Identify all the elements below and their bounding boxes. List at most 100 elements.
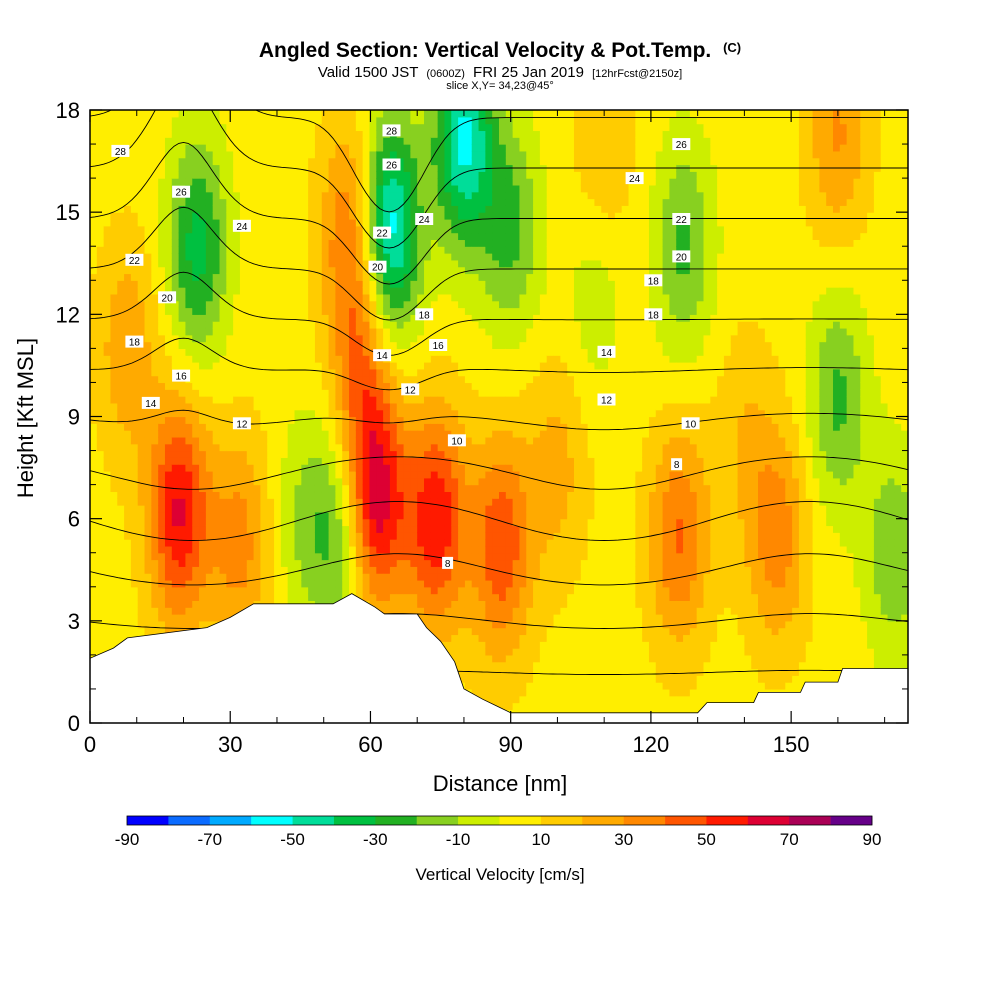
heatmap-cell: [314, 259, 323, 268]
heatmap-cell: [458, 327, 466, 336]
heatmap-cell: [137, 600, 146, 608]
heatmap-cell: [321, 212, 330, 220]
heatmap-cell: [158, 157, 166, 166]
heatmap-cell: [464, 614, 473, 622]
heatmap-cell: [383, 171, 391, 179]
heatmap-cell: [355, 450, 364, 458]
heatmap-cell: [437, 171, 446, 179]
heatmap-cell: [164, 259, 173, 268]
heatmap-cell: [458, 620, 466, 629]
heatmap-cell: [124, 409, 132, 418]
heatmap-cell: [171, 539, 180, 547]
heatmap-cell: [355, 198, 364, 206]
heatmap-cell: [274, 443, 282, 452]
heatmap-cell: [233, 287, 241, 295]
heatmap-cell: [171, 123, 180, 132]
heatmap-cell: [410, 259, 418, 268]
heatmap-cell: [199, 586, 207, 595]
heatmap-cell: [464, 627, 473, 636]
heatmap-cell: [430, 382, 439, 390]
heatmap-cell: [110, 110, 118, 118]
heatmap-cell: [424, 518, 432, 527]
heatmap-cell: [335, 532, 343, 540]
heatmap-cell: [130, 396, 139, 404]
heatmap-cell: [178, 545, 187, 554]
heatmap-cell: [314, 225, 323, 234]
heatmap-cell: [342, 246, 350, 254]
heatmap-cell: [164, 225, 173, 234]
heatmap-cell: [130, 545, 139, 554]
heatmap-cell: [308, 450, 316, 458]
heatmap-cell: [117, 579, 125, 588]
heatmap-cell: [199, 184, 207, 193]
heatmap-cell: [185, 545, 193, 554]
heatmap-cell: [103, 341, 112, 349]
heatmap-cell: [274, 212, 282, 220]
heatmap-cell: [444, 171, 452, 179]
heatmap-cell: [178, 293, 187, 302]
heatmap-cell: [233, 178, 241, 186]
heatmap-cell: [90, 171, 98, 179]
heatmap-cell: [164, 191, 173, 200]
heatmap-cell: [192, 144, 200, 152]
heatmap-cell: [342, 477, 350, 486]
heatmap-cell: [178, 396, 187, 404]
heatmap-cell: [444, 110, 452, 118]
heatmap-cell: [96, 280, 105, 288]
heatmap-cell: [321, 218, 330, 227]
heatmap-cell: [171, 287, 180, 295]
heatmap-cell: [389, 436, 398, 445]
heatmap-cell: [335, 566, 343, 574]
heatmap-cell: [192, 314, 200, 322]
heatmap-cell: [362, 484, 371, 493]
heatmap-cell: [212, 573, 221, 581]
heatmap-cell: [260, 137, 268, 145]
heatmap-cell: [260, 348, 268, 356]
heatmap-cell: [437, 593, 446, 601]
heatmap-cell: [451, 627, 459, 636]
heatmap-cell: [103, 620, 112, 629]
heatmap-cell: [158, 280, 166, 288]
heatmap-cell: [96, 566, 105, 574]
heatmap-cell: [192, 532, 200, 540]
heatmap-cell: [158, 573, 166, 581]
heatmap-cell: [117, 464, 125, 472]
heatmap-cell: [410, 545, 418, 554]
heatmap-cell: [199, 355, 207, 363]
heatmap-cell: [233, 464, 241, 472]
heatmap-cell: [362, 218, 371, 227]
heatmap-cell: [417, 205, 425, 213]
heatmap-cell: [226, 382, 234, 390]
heatmap-cell: [96, 614, 105, 622]
heatmap-cell: [444, 566, 452, 574]
heatmap-cell: [178, 307, 187, 315]
heatmap-cell: [205, 491, 214, 499]
heatmap-cell: [192, 368, 200, 377]
heatmap-cell: [342, 191, 350, 200]
heatmap-cell: [178, 144, 187, 152]
heatmap-cell: [233, 593, 241, 601]
heatmap-cell: [458, 144, 466, 152]
heatmap-cell: [274, 273, 282, 281]
heatmap-cell: [328, 191, 336, 200]
heatmap-cell: [437, 273, 446, 281]
heatmap-cell: [417, 566, 425, 574]
heatmap-cell: [430, 178, 439, 186]
heatmap-cell: [335, 573, 343, 581]
heatmap-cell: [185, 579, 193, 588]
heatmap-cell: [328, 416, 336, 424]
heatmap-cell: [349, 436, 357, 445]
heatmap-cell: [212, 470, 221, 479]
heatmap-cell: [96, 334, 105, 343]
heatmap-cell: [458, 586, 466, 595]
heatmap-cell: [424, 511, 432, 520]
heatmap-cell: [430, 171, 439, 179]
heatmap-cell: [274, 307, 282, 315]
heatmap-cell: [430, 505, 439, 513]
heatmap-cell: [90, 137, 98, 145]
heatmap-cell: [199, 566, 207, 574]
heatmap-cell: [437, 293, 446, 302]
heatmap-cell: [192, 375, 200, 384]
heatmap-cell: [144, 144, 152, 152]
heatmap-cell: [151, 416, 159, 424]
